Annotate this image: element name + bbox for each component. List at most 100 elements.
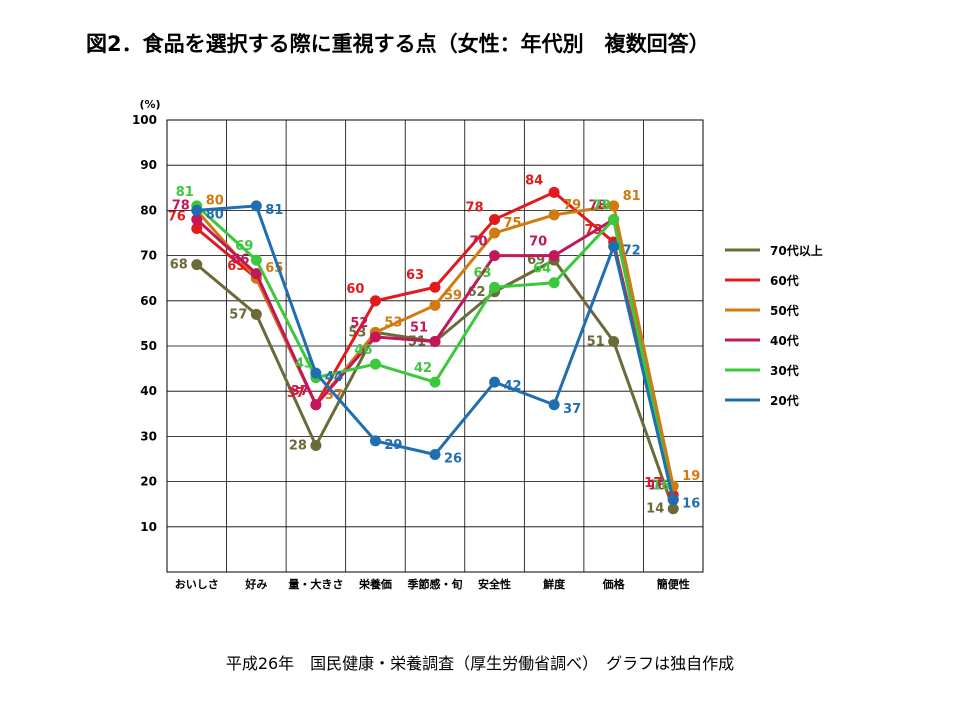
x-tick-label: 鮮度 [543,577,566,591]
data-label: 79 [563,198,581,213]
data-point [489,213,501,225]
data-label: 42 [504,379,522,394]
data-point [369,295,381,307]
data-label: 44 [325,370,343,385]
source-note: 平成26年 国民健康・栄養調査（厚生労働省調べ） グラフは独自作成 [225,654,735,673]
data-label: 51 [408,334,426,349]
data-point [548,399,560,411]
data-label: 14 [646,502,664,517]
data-point [548,209,560,221]
data-label: 72 [623,244,641,259]
data-label: 66 [231,253,249,268]
legend-entry: 20代 [725,393,799,408]
data-label: 80 [206,207,224,222]
data-label: 42 [414,361,432,376]
x-tick-label: 量・大きさ [288,577,343,591]
data-label: 70 [529,235,547,250]
data-point [608,335,620,347]
data-label: 76 [168,209,186,224]
data-label: 68 [170,258,188,273]
data-point [191,204,203,216]
data-label: 69 [235,239,253,254]
y-tick-label: 80 [140,203,157,217]
data-point [548,186,560,198]
data-point [548,250,560,262]
x-tick-label: 簡便性 [657,577,690,591]
data-label: 37 [563,402,581,417]
y-tick-label: 50 [140,339,157,353]
data-point [191,259,203,271]
data-label: 63 [474,266,492,281]
legend-label: 60代 [770,273,799,288]
data-point [429,335,441,347]
legend-entry: 40代 [725,333,799,348]
data-label: 63 [406,268,424,283]
data-label: 70 [470,235,488,250]
data-point [310,439,322,451]
data-point [489,250,501,262]
data-point [191,213,203,225]
data-label: 26 [444,451,462,466]
y-tick-label: 100 [132,113,157,127]
data-point [310,399,322,411]
data-point [310,367,322,379]
data-label: 81 [176,185,194,200]
y-tick-label: 60 [140,294,157,308]
data-label: 52 [350,316,368,331]
y-tick-label: 20 [140,475,157,489]
x-tick-label: 栄養価 [358,577,392,591]
data-label: 51 [587,334,605,349]
data-point [489,281,501,293]
data-point [608,200,620,212]
data-label: 78 [593,198,611,213]
y-tick-label: 30 [140,429,157,443]
data-label: 17 [644,476,662,491]
data-label: 46 [354,343,372,358]
data-point [608,213,620,225]
data-label: 16 [648,479,666,494]
x-tick-label: 季節感・旬 [407,577,463,591]
x-tick-label: おいしさ [175,578,219,591]
data-point [369,435,381,447]
data-point [191,222,203,234]
data-label: 60 [346,282,364,297]
data-point [369,331,381,343]
data-label: 57 [229,307,247,322]
data-point [667,503,679,515]
data-point [429,281,441,293]
legend-label: 40代 [770,333,799,348]
data-point [429,376,441,388]
data-label: 78 [589,198,607,213]
y-tick-label: 10 [140,520,157,534]
legend-label: 30代 [770,363,799,378]
data-label: 19 [682,469,700,484]
y-tick-label: 70 [140,249,157,263]
data-point [489,376,501,388]
y-tick-label: 40 [140,384,157,398]
data-label: 37 [291,384,309,399]
data-label: 65 [227,259,245,274]
chart-axes: 10 20 30 40 50 60 70 80 90 100 おいしさ 好み 量・大きさ 栄養価 季節感・旬… [132,98,690,591]
data-point [608,241,620,253]
legend-entry: 60代 [725,273,799,288]
data-label: 78 [172,198,190,213]
series-layer: 6857285351626951147665376063788473178065… [168,173,701,516]
legend-entry: 30代 [725,363,799,378]
legend-label: 20代 [770,393,799,408]
data-label: 81 [265,203,283,218]
data-point [369,358,381,370]
data-label: 75 [504,216,522,231]
x-tick-label: 安全性 [478,577,511,591]
data-label: 59 [444,288,462,303]
legend-label: 50代 [770,303,799,318]
data-label: 80 [206,193,224,208]
y-tick-label: 90 [140,158,157,172]
data-label: 51 [410,320,428,335]
data-label: 28 [289,438,307,453]
series-4: 78 66 37 52 51 70 70 78 16 [172,198,679,506]
chart-legend: 70代以上 60代 50代 40代 30代 20代 [725,243,823,408]
data-point [548,277,560,289]
legend-entry: 70代以上 [725,243,823,258]
data-label: 81 [623,189,641,204]
data-label: 84 [525,173,543,188]
